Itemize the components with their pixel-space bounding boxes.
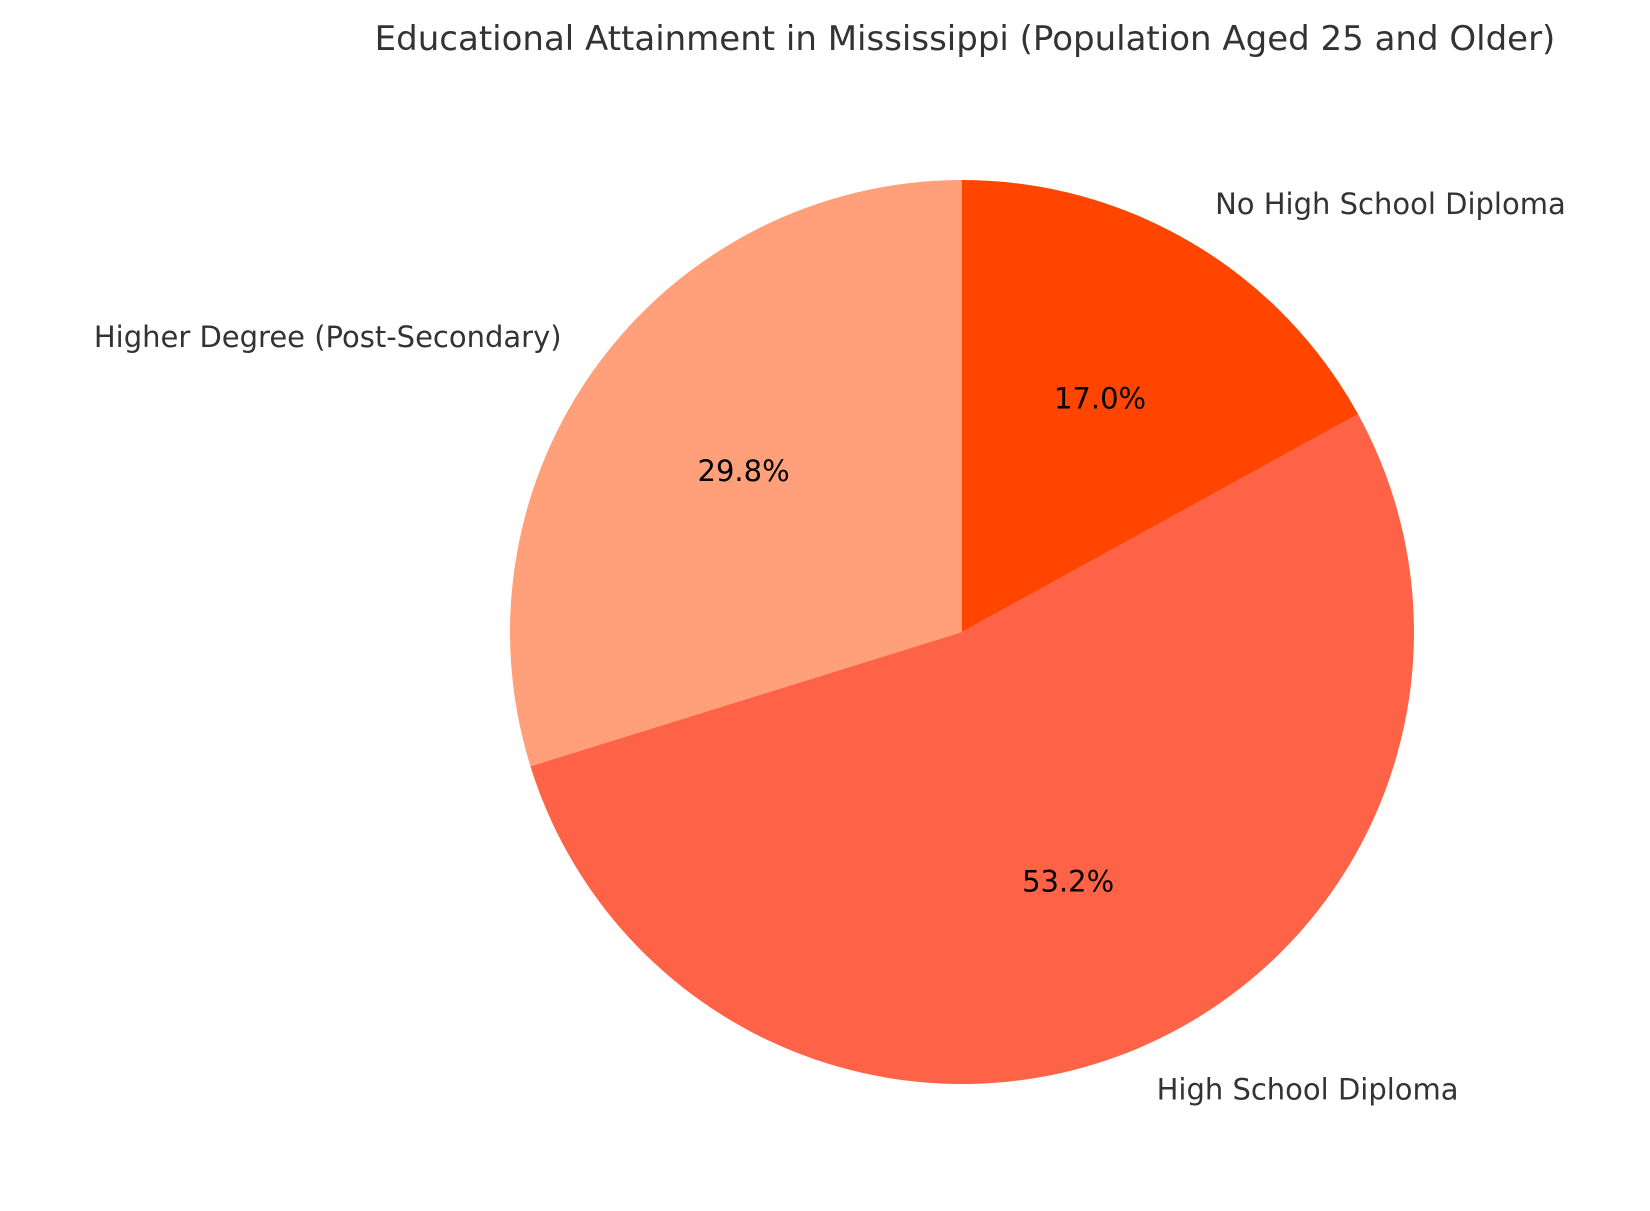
pie-slice-3	[510, 180, 962, 767]
slice-percent-label: 53.2%	[1022, 865, 1114, 899]
slice-percent-label: 29.8%	[698, 454, 790, 488]
pie-slice-2	[530, 414, 1415, 1085]
slice-category-label: High School Diploma	[1157, 1073, 1459, 1107]
pie-labels: 17.0% No High School Diploma 53.2% High Sch…	[94, 187, 1566, 1107]
chart-title: Educational Attainment in Mississippi (P…	[375, 19, 1556, 59]
slice-percent-label: 17.0%	[1054, 382, 1146, 416]
pie-slices	[510, 180, 1415, 1085]
slice-category-label: Higher Degree (Post-Secondary)	[94, 320, 562, 354]
pie-slice-1	[962, 180, 1359, 632]
slice-category-label: No High School Diploma	[1215, 187, 1566, 221]
